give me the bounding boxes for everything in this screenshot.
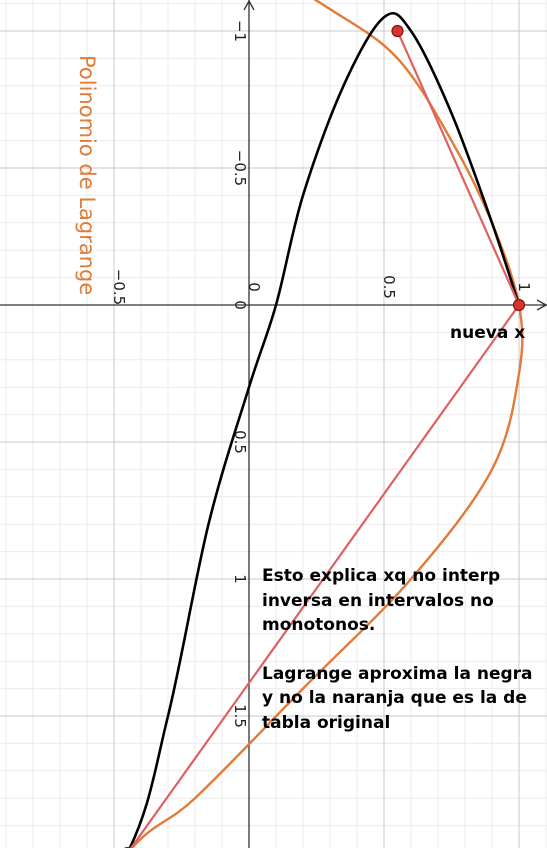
y-tick-label: 0.5 bbox=[231, 430, 249, 454]
x-tick-label: −0.5 bbox=[110, 269, 128, 305]
y-tick-label: −0.5 bbox=[231, 150, 249, 186]
y-tick-label: −1 bbox=[231, 20, 249, 42]
y-tick-label: 1.5 bbox=[231, 704, 249, 728]
y-axis-arrow bbox=[243, 0, 255, 11]
y-tick-label: 1 bbox=[231, 574, 249, 584]
x-tick-label: 1 bbox=[515, 282, 533, 292]
data-point bbox=[391, 24, 404, 38]
series-layer bbox=[128, 0, 524, 848]
annotation-line-2: Lagrange aproxima la negra y no la naran… bbox=[262, 663, 533, 733]
x-axis-title: nueva x bbox=[450, 323, 525, 343]
annotation-note: Esto explica xq no interp inversa en int… bbox=[262, 564, 542, 735]
x-tick-label: 0.5 bbox=[380, 275, 398, 299]
orange-curve bbox=[130, 0, 524, 848]
data-point bbox=[512, 298, 526, 312]
annotation-line-1: Esto explica xq no interp inversa en int… bbox=[262, 566, 501, 635]
red-polyline bbox=[129, 29, 521, 848]
black-curve bbox=[128, 12, 521, 848]
x-axis-arrow bbox=[536, 299, 547, 311]
y-tick-label: 0 bbox=[231, 300, 249, 310]
x-tick-label: 0 bbox=[245, 282, 263, 292]
orange-curve-label: Polinomio de Lagrange bbox=[75, 55, 99, 295]
